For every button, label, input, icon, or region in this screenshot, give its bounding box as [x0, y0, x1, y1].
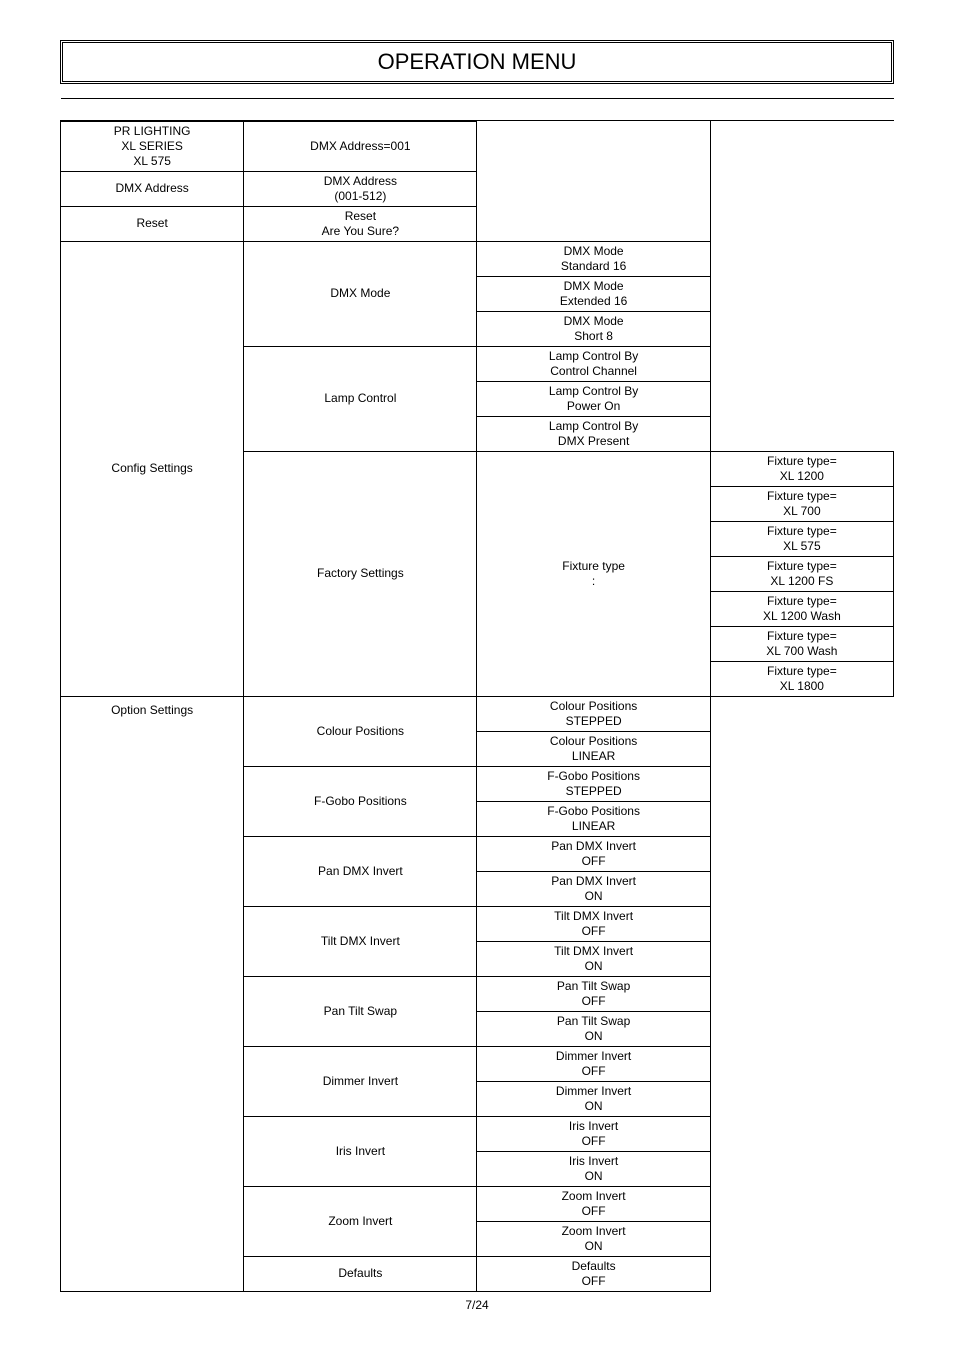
cell-opt: F-Gobo Positions LINEAR — [477, 801, 710, 836]
empty — [710, 1221, 893, 1256]
cell-fixture-opt: Fixture type= XL 1200 — [710, 451, 893, 486]
empty — [710, 1046, 893, 1081]
empty — [477, 206, 710, 241]
cell-opt: Iris Invert OFF — [477, 1116, 710, 1151]
empty — [710, 241, 893, 276]
cell-tilt-dmx-invert: Tilt DMX Invert — [244, 906, 477, 976]
cell-fixture-opt: Fixture type= XL 700 — [710, 486, 893, 521]
cell-iris-invert: Iris Invert — [244, 1116, 477, 1186]
spacer — [477, 99, 710, 121]
cell-opt: Colour Positions LINEAR — [477, 731, 710, 766]
empty — [710, 871, 893, 906]
cell-fixture-opt: Fixture type= XL 1800 — [710, 661, 893, 696]
empty — [710, 801, 893, 836]
page-footer: 7/24 — [60, 1298, 894, 1312]
empty — [710, 206, 893, 241]
cell-config-settings: Config Settings — [61, 241, 244, 696]
cell-opt: Pan Tilt Swap ON — [477, 1011, 710, 1046]
empty — [710, 906, 893, 941]
cell-opt: Dimmer Invert OFF — [477, 1046, 710, 1081]
cell-opt: Pan Tilt Swap OFF — [477, 976, 710, 1011]
cell-opt: Zoom Invert OFF — [477, 1186, 710, 1221]
page-title: OPERATION MENU — [60, 40, 894, 84]
empty — [710, 766, 893, 801]
empty — [710, 1081, 893, 1116]
empty — [710, 1186, 893, 1221]
cell-opt: Dimmer Invert ON — [477, 1081, 710, 1116]
cell-opt: Pan DMX Invert OFF — [477, 836, 710, 871]
cell-factory-settings: Factory Settings — [244, 451, 477, 696]
cell-fixture-opt: Fixture type= XL 1200 Wash — [710, 591, 893, 626]
empty — [710, 731, 893, 766]
cell-dmx-address: DMX Address — [61, 171, 244, 206]
empty — [710, 1011, 893, 1046]
empty — [710, 1116, 893, 1151]
cell-fixture-opt: Fixture type= XL 1200 FS — [710, 556, 893, 591]
cell-dmx-mode-opt: DMX Mode Extended 16 — [477, 276, 710, 311]
cell-opt: F-Gobo Positions STEPPED — [477, 766, 710, 801]
empty — [710, 346, 893, 381]
cell-pan-tilt-swap: Pan Tilt Swap — [244, 976, 477, 1046]
empty — [710, 381, 893, 416]
cell-opt: Zoom Invert ON — [477, 1221, 710, 1256]
cell-lamp-control: Lamp Control — [244, 346, 477, 451]
cell-fixture-opt: Fixture type= XL 700 Wash — [710, 626, 893, 661]
empty — [710, 416, 893, 451]
cell-opt: Tilt DMX Invert ON — [477, 941, 710, 976]
empty — [710, 1256, 893, 1291]
cell-opt: Colour Positions STEPPED — [477, 696, 710, 731]
cell-opt: Iris Invert ON — [477, 1151, 710, 1186]
empty — [710, 941, 893, 976]
spacer — [710, 99, 893, 121]
empty — [710, 121, 893, 172]
cell-reset-confirm: Reset Are You Sure? — [244, 206, 477, 241]
empty — [710, 836, 893, 871]
cell-prlighting: PR LIGHTING XL SERIES XL 575 — [61, 121, 244, 172]
empty — [710, 311, 893, 346]
empty — [710, 696, 893, 731]
cell-colour-positions: Colour Positions — [244, 696, 477, 766]
spacer — [244, 99, 477, 121]
cell-fixture-type: Fixture type : — [477, 451, 710, 696]
cell-dmx-address-range: DMX Address (001-512) — [244, 171, 477, 206]
cell-dmx-mode-opt: DMX Mode Standard 16 — [477, 241, 710, 276]
cell-lamp-opt: Lamp Control By DMX Present — [477, 416, 710, 451]
empty — [710, 976, 893, 1011]
cell-defaults: Defaults — [244, 1256, 477, 1291]
empty — [710, 171, 893, 206]
cell-opt: Tilt DMX Invert OFF — [477, 906, 710, 941]
cell-dimmer-invert: Dimmer Invert — [244, 1046, 477, 1116]
cell-lamp-opt: Lamp Control By Power On — [477, 381, 710, 416]
cell-dmx-mode: DMX Mode — [244, 241, 477, 346]
cell-opt: Defaults OFF — [477, 1256, 710, 1291]
cell-dmxaddr001: DMX Address=001 — [244, 121, 477, 172]
spacer — [61, 99, 244, 121]
cell-fgobo-positions: F-Gobo Positions — [244, 766, 477, 836]
cell-zoom-invert: Zoom Invert — [244, 1186, 477, 1256]
cell-lamp-opt: Lamp Control By Control Channel — [477, 346, 710, 381]
cell-dmx-mode-opt: DMX Mode Short 8 — [477, 311, 710, 346]
empty — [477, 121, 710, 172]
cell-fixture-opt: Fixture type= XL 575 — [710, 521, 893, 556]
menu-table: PR LIGHTING XL SERIES XL 575 DMX Address… — [60, 98, 894, 1292]
empty — [710, 276, 893, 311]
empty — [477, 171, 710, 206]
cell-reset: Reset — [61, 206, 244, 241]
cell-option-settings: Option Settings — [61, 696, 244, 1291]
cell-pan-dmx-invert: Pan DMX Invert — [244, 836, 477, 906]
cell-opt: Pan DMX Invert ON — [477, 871, 710, 906]
empty — [710, 1151, 893, 1186]
